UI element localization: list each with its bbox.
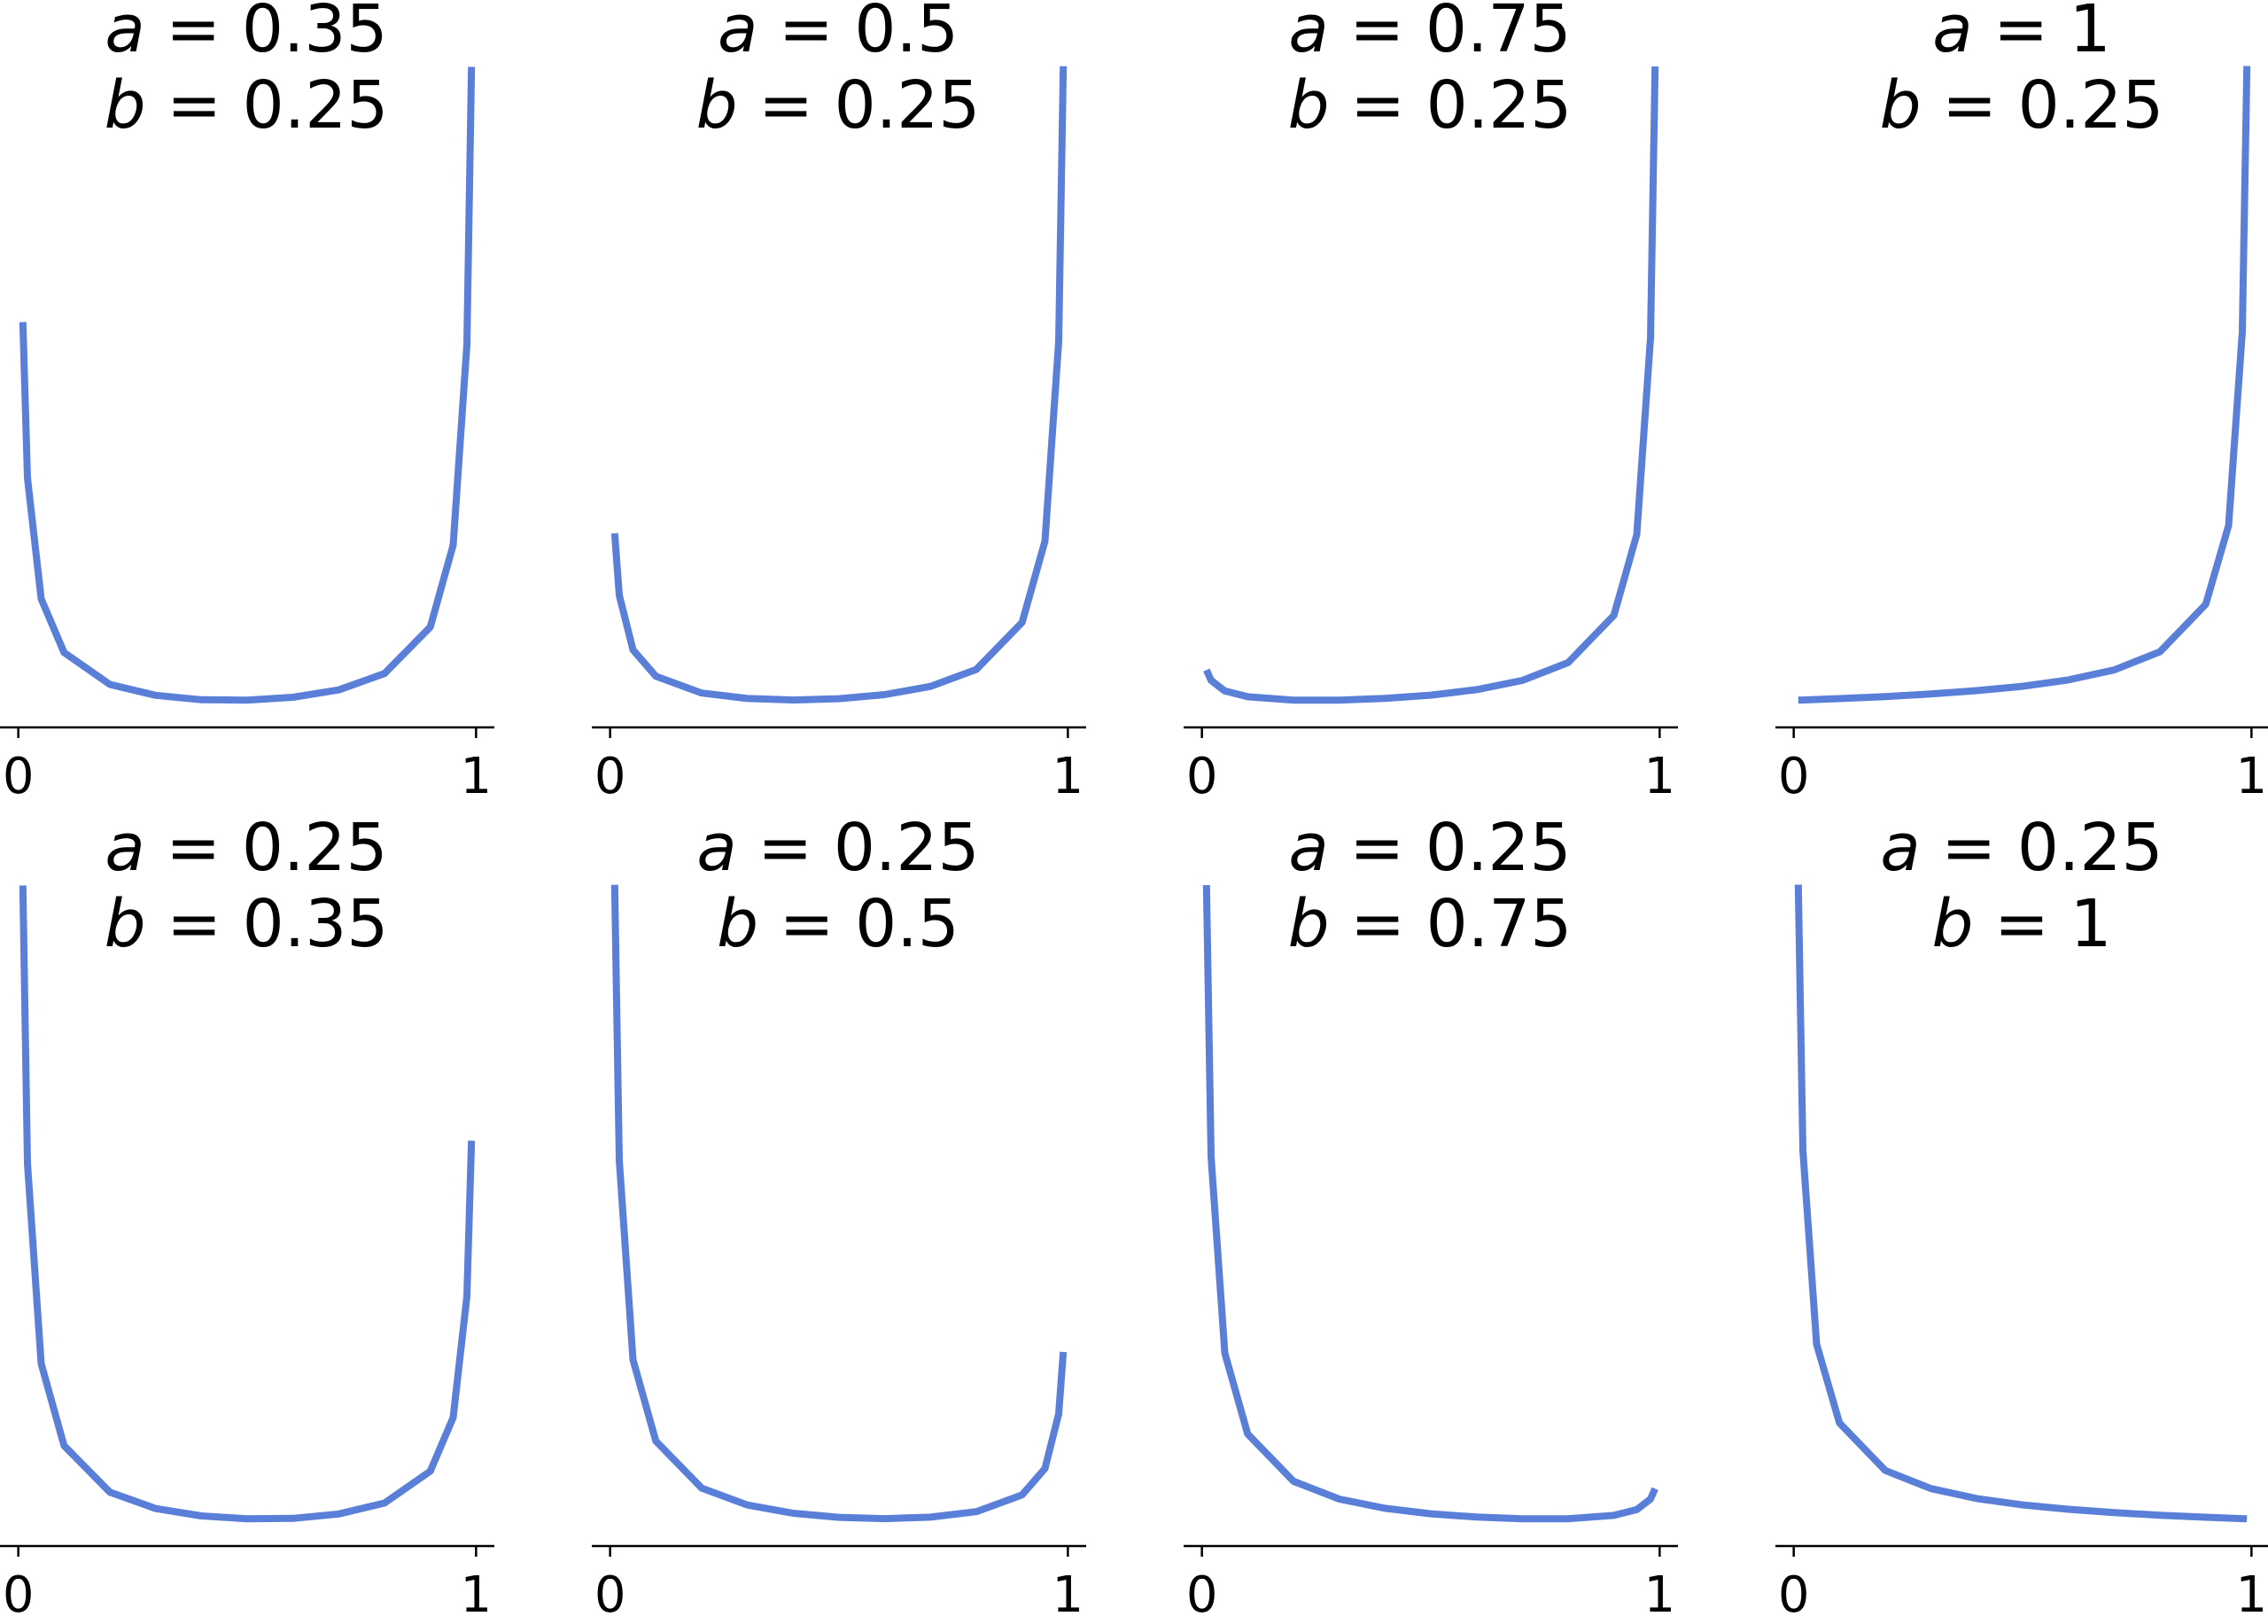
density-line (1794, 884, 2248, 1523)
x-tick-label: 0 (1778, 748, 1810, 805)
x-tick-label: 1 (2236, 748, 2268, 805)
subplot-title: a = 0.25 (696, 810, 979, 886)
subplot-title: a = 0.35 (105, 0, 387, 67)
x-tick-label: 0 (594, 748, 626, 805)
subplot-title: a = 0.75 (1288, 0, 1571, 67)
x-tick-label: 1 (1052, 1566, 1084, 1624)
x-tick-label: 1 (461, 1566, 493, 1624)
x-tick-label: 0 (1186, 748, 1218, 805)
x-tick-label: 0 (1186, 1566, 1218, 1624)
subplot: 0 1 a = 0.25b = 0.5 (592, 810, 1086, 1624)
density-line (1798, 66, 2251, 704)
subplot: 0 1 a = 0.25b = 0.75 (1184, 810, 1678, 1624)
x-tick-label: 1 (461, 748, 493, 805)
subplot-title: a = 0.25 (105, 810, 387, 886)
density-line (610, 66, 1068, 704)
subplot-title: a = 0.25 (1288, 810, 1571, 886)
subplot-title: a = 0.25 (1880, 810, 2163, 886)
subplot: 0 1 a = 0.25b = 0.35 (0, 810, 494, 1624)
density-line (19, 885, 476, 1523)
x-tick-label: 0 (594, 1566, 626, 1624)
subplot-title: a = 1 (1932, 0, 2111, 67)
x-tick-label: 1 (1052, 748, 1084, 805)
subplot: 0 1 a = 0.25b = 1 (1775, 810, 2268, 1624)
x-tick-label: 0 (3, 748, 35, 805)
x-tick-label: 1 (2236, 1566, 2268, 1624)
subplot-title: b = 0.25 (1288, 67, 1573, 144)
subplot-title: b = 0.25 (105, 67, 389, 144)
density-line (19, 66, 476, 704)
subplot-title: b = 0.75 (1288, 886, 1573, 962)
density-line (1203, 66, 1659, 704)
density-line (610, 884, 1068, 1523)
subplot-title: b = 0.25 (696, 67, 981, 144)
subplot-title: a = 0.5 (718, 0, 959, 67)
subplot-title: b = 1 (1931, 886, 2111, 962)
subplot-title: b = 0.5 (717, 886, 959, 962)
density-line (1202, 885, 1658, 1523)
x-tick-label: 0 (1778, 1566, 1810, 1624)
x-tick-label: 1 (1644, 748, 1676, 805)
subplot: 0 1 a = 0.75b = 0.25 (1184, 0, 1678, 805)
subplot-title: b = 0.35 (105, 886, 389, 962)
subplot: 0 1 a = 0.5b = 0.25 (592, 0, 1086, 805)
subplot: 0 1 a = 1b = 0.25 (1775, 0, 2268, 805)
x-tick-label: 1 (1644, 1566, 1676, 1624)
subplot-title: b = 0.25 (1880, 67, 2164, 144)
x-tick-label: 0 (3, 1566, 35, 1624)
subplot: 0 1 a = 0.35b = 0.25 (0, 0, 494, 805)
